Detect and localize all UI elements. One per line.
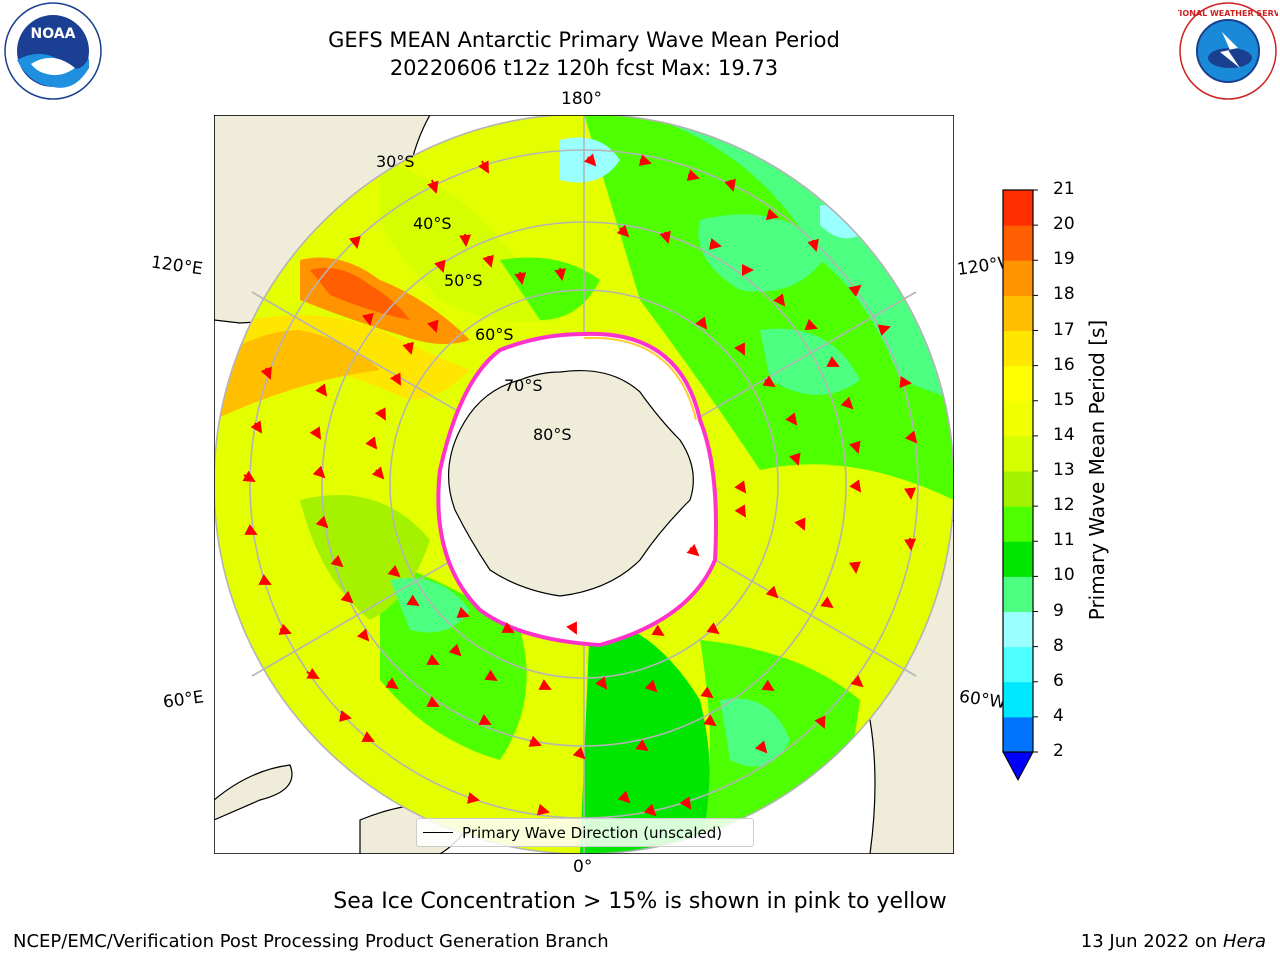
colorbar-segment bbox=[1003, 576, 1033, 612]
lon-label-180: 180° bbox=[561, 89, 602, 109]
colorbar-tick-label: 18 bbox=[1053, 284, 1075, 305]
lat-label-60s: 60°S bbox=[475, 325, 514, 344]
footer-host: Hera bbox=[1222, 931, 1266, 952]
colorbar-tick-label: 12 bbox=[1053, 495, 1075, 516]
colorbar-tick-label: 9 bbox=[1053, 600, 1064, 621]
colorbar-tick-label: 8 bbox=[1053, 635, 1064, 656]
colorbar-segment bbox=[1003, 295, 1033, 331]
footer-date-text: 13 Jun 2022 on bbox=[1080, 931, 1223, 952]
colorbar-tick-label: 20 bbox=[1053, 214, 1075, 235]
colorbar-extend-arrow bbox=[1002, 751, 1034, 782]
legend-label: Primary Wave Direction (unscaled) bbox=[462, 823, 723, 842]
lat-label-40s: 40°S bbox=[413, 214, 452, 233]
colorbar-tick-label: 16 bbox=[1053, 354, 1075, 375]
colorbar-label: Primary Wave Mean Period [s] bbox=[1085, 319, 1109, 621]
noaa-logo-icon: NOAA bbox=[4, 2, 102, 100]
lat-label-50s: 50°S bbox=[444, 271, 483, 290]
colorbar-segment bbox=[1003, 471, 1033, 507]
lat-label-70s: 70°S bbox=[504, 376, 543, 395]
colorbar-segment bbox=[1003, 435, 1033, 472]
colorbar-segment bbox=[1003, 330, 1033, 367]
colorbar-segment bbox=[1003, 365, 1033, 402]
lat-label-80s: 80°S bbox=[533, 425, 572, 444]
antarctica bbox=[448, 369, 694, 597]
colorbar-segment bbox=[1003, 611, 1033, 648]
colorbar-tick-label: 15 bbox=[1053, 389, 1075, 410]
colorbar-tick-label: 4 bbox=[1053, 705, 1064, 726]
colorbar-segment bbox=[1003, 190, 1033, 226]
caption: Sea Ice Concentration > 15% is shown in … bbox=[333, 889, 947, 914]
wave-direction-vectors bbox=[242, 153, 918, 817]
colorbar-tick-label: 14 bbox=[1053, 424, 1075, 445]
map-legend: Primary Wave Direction (unscaled) bbox=[416, 818, 754, 847]
colorbar-segment bbox=[1003, 400, 1033, 437]
chart-title: GEFS MEAN Antarctic Primary Wave Mean Pe… bbox=[328, 28, 840, 52]
nws-logo-text: NATIONAL WEATHER SERVICE bbox=[1178, 9, 1278, 18]
chart-subtitle: 20220606 t12z 120h fcst Max: 19.73 bbox=[389, 56, 779, 80]
colorbar-segment bbox=[1003, 541, 1033, 577]
colorbar-tick-label: 11 bbox=[1053, 530, 1075, 551]
colorbar-segment bbox=[1003, 646, 1033, 683]
colorbar-segment bbox=[1003, 506, 1033, 542]
colorbar-tick-label: 21 bbox=[1053, 179, 1075, 199]
lon-label-0: 0° bbox=[573, 857, 593, 877]
colorbar-tick-label: 19 bbox=[1053, 249, 1075, 270]
legend-line-icon bbox=[423, 832, 453, 833]
colorbar-tick-label: 17 bbox=[1053, 319, 1075, 340]
colorbar-segment bbox=[1003, 681, 1033, 718]
colorbar bbox=[1002, 189, 1038, 782]
colorbar-tick-label: 10 bbox=[1053, 565, 1075, 586]
colorbar-segment bbox=[1003, 260, 1033, 296]
nws-logo-icon: NATIONAL WEATHER SERVICE bbox=[1178, 2, 1278, 100]
noaa-logo-text: NOAA bbox=[31, 26, 76, 42]
colorbar-segment bbox=[1003, 716, 1033, 753]
lat-label-30s: 30°S bbox=[376, 152, 415, 171]
colorbar-tick-label: 13 bbox=[1053, 460, 1075, 480]
colorbar-segment bbox=[1003, 225, 1033, 261]
colorbar-tick-label: 6 bbox=[1053, 670, 1064, 691]
footer-credit: NCEP/EMC/Verification Post Processing Pr… bbox=[13, 931, 609, 952]
colorbar-tick-label: 2 bbox=[1053, 741, 1064, 761]
footer-date: 13 Jun 2022 on Hera bbox=[1081, 931, 1266, 952]
